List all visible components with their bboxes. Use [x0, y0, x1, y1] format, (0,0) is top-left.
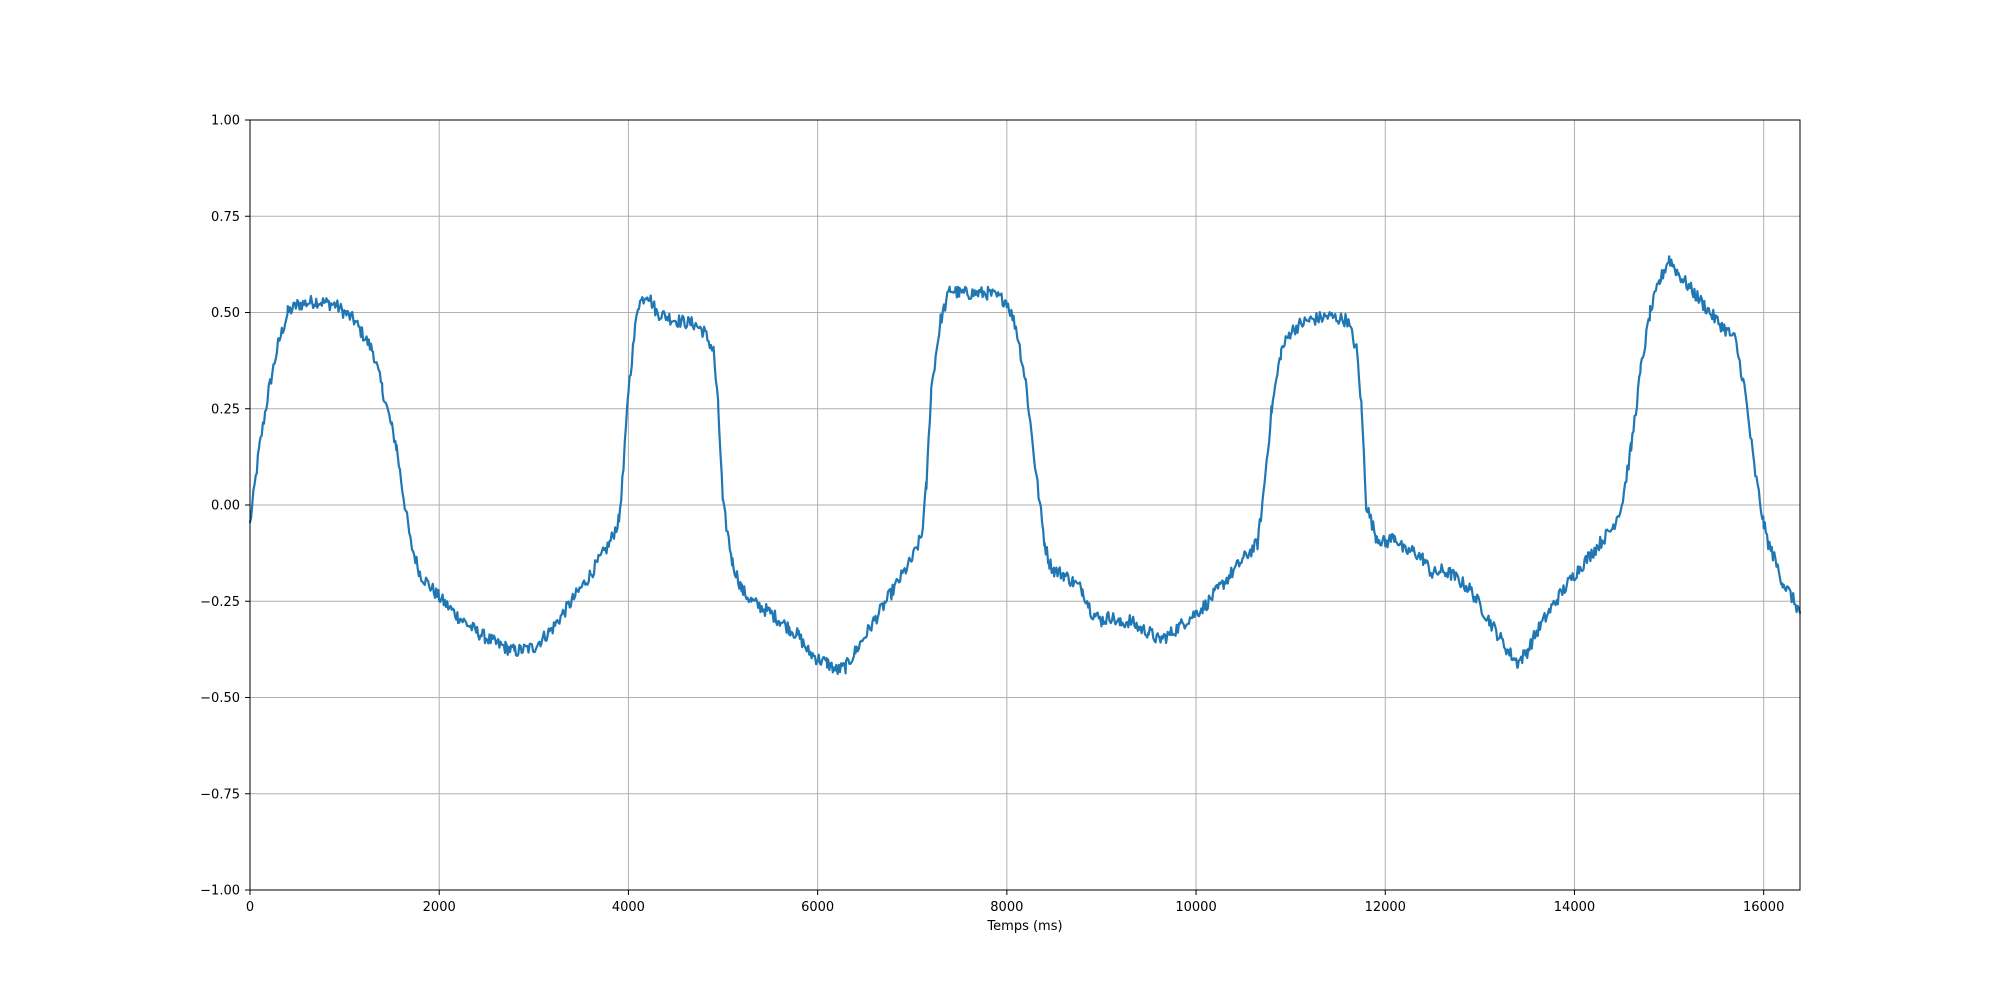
x-axis-title: Temps (ms) [986, 919, 1062, 934]
x-tick-label: 0 [246, 900, 254, 915]
y-tick-label: 0.50 [211, 306, 240, 321]
y-tick-label: 0.00 [211, 499, 240, 514]
grid-lines [249, 119, 1800, 891]
x-tick-label: 12000 [1365, 900, 1406, 915]
y-tick-label: −0.75 [200, 787, 240, 802]
x-tick-label: 4000 [612, 900, 645, 915]
y-tick-label: 0.75 [211, 210, 240, 225]
x-tick-label: 8000 [990, 900, 1023, 915]
y-axis: −1.00 −0.75 −0.50 −0.25 0.00 0.25 0.50 0.75 1.00 [200, 114, 250, 899]
y-tick-label: −0.50 [200, 691, 240, 706]
x-tick-label: 16000 [1743, 900, 1784, 915]
x-tick-label: 10000 [1175, 900, 1216, 915]
y-tick-label: 1.00 [211, 114, 240, 129]
x-tick-label: 14000 [1554, 900, 1595, 915]
y-tick-label: 0.25 [211, 402, 240, 417]
y-tick-label: −0.25 [200, 595, 240, 610]
x-tick-label: 2000 [423, 900, 456, 915]
x-tick-label: 6000 [801, 900, 834, 915]
x-axis: 0 2000 4000 6000 8000 10000 12000 14000 16000 [246, 890, 1784, 915]
series-line [248, 255, 1802, 675]
y-tick-label: −1.00 [200, 884, 240, 899]
